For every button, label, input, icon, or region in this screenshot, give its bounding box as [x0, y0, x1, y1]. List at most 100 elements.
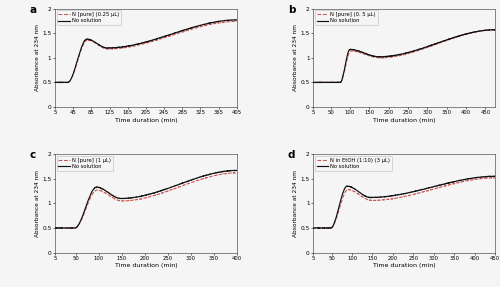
No solution: [194, 176, 200, 180]
N [pure] (0.25 μL): [194, 26, 200, 29]
Line: N [pure] (1 μL): N [pure] (1 μL): [55, 173, 237, 228]
X-axis label: Time duration (min): Time duration (min): [373, 118, 436, 123]
No solution: [319, 81, 325, 84]
No solution: [386, 55, 392, 58]
No solution: [56, 226, 62, 230]
Line: No solution: No solution: [55, 170, 237, 228]
N [pure] (0. 5 μL): [450, 36, 456, 40]
N in EtOH (1:10) (3 μL): [325, 226, 331, 230]
No solution: [234, 168, 239, 172]
N [pure] (0. 5 μL): [485, 28, 491, 32]
N [pure] (0.25 μL): [234, 20, 240, 23]
X-axis label: Time duration (min): Time duration (min): [373, 263, 436, 268]
Line: N in EtOH (1:10) (3 μL): N in EtOH (1:10) (3 μL): [313, 178, 495, 228]
N [pure] (0.25 μL): [177, 31, 183, 34]
Legend: N [pure] (1 μL), No solution: N [pure] (1 μL), No solution: [56, 156, 113, 171]
N [pure] (0. 5 μL): [312, 81, 318, 84]
N [pure] (0.25 μL): [52, 81, 58, 84]
No solution: [485, 175, 491, 178]
No solution: [450, 36, 456, 40]
N [pure] (0. 5 μL): [310, 80, 316, 84]
Y-axis label: Absorbance at 234 nm: Absorbance at 234 nm: [294, 170, 298, 237]
Y-axis label: Absorbance at 234 nm: Absorbance at 234 nm: [35, 170, 40, 237]
No solution: [126, 197, 132, 200]
Line: No solution: No solution: [313, 176, 495, 228]
No solution: [70, 71, 76, 74]
Text: c: c: [30, 150, 36, 160]
N [pure] (1 μL): [231, 171, 237, 174]
N in EtOH (1:10) (3 μL): [324, 226, 330, 230]
No solution: [52, 226, 58, 230]
N [pure] (0.25 μL): [234, 20, 239, 23]
No solution: [310, 226, 316, 230]
Line: No solution: No solution: [313, 30, 495, 83]
N in EtOH (1:10) (3 μL): [492, 176, 498, 180]
N [pure] (1 μL): [126, 199, 132, 202]
No solution: [485, 28, 491, 32]
No solution: [177, 30, 183, 33]
X-axis label: Time duration (min): Time duration (min): [114, 263, 177, 268]
No solution: [232, 18, 237, 22]
N [pure] (0. 5 μL): [386, 56, 392, 59]
N in EtOH (1:10) (3 μL): [485, 176, 491, 180]
No solution: [324, 81, 330, 84]
No solution: [356, 50, 362, 53]
No solution: [132, 196, 138, 199]
N [pure] (1 μL): [52, 226, 58, 230]
N [pure] (0.25 μL): [70, 71, 76, 75]
No solution: [492, 28, 498, 32]
No solution: [324, 226, 330, 230]
No solution: [324, 226, 330, 230]
N [pure] (0. 5 μL): [492, 28, 498, 32]
Text: d: d: [288, 150, 295, 160]
Legend: N [pure] (0. 5 μL), No solution: N [pure] (0. 5 μL), No solution: [315, 10, 378, 25]
N [pure] (0. 5 μL): [490, 28, 496, 31]
No solution: [234, 18, 240, 22]
N [pure] (1 μL): [70, 226, 76, 230]
N [pure] (1 μL): [132, 198, 138, 201]
N [pure] (1 μL): [177, 185, 183, 189]
N [pure] (0.25 μL): [64, 81, 70, 84]
Text: b: b: [288, 5, 295, 15]
Y-axis label: Absorbance at 234 nm: Absorbance at 234 nm: [35, 24, 40, 91]
N [pure] (1 μL): [234, 171, 240, 175]
X-axis label: Time duration (min): Time duration (min): [114, 118, 177, 123]
No solution: [319, 226, 325, 230]
N in EtOH (1:10) (3 μL): [490, 176, 496, 179]
N [pure] (0. 5 μL): [324, 81, 330, 84]
Legend: N in EtOH (1:10) (3 μL), No solution: N in EtOH (1:10) (3 μL), No solution: [315, 156, 392, 171]
No solution: [386, 195, 392, 198]
N [pure] (0.25 μL): [197, 25, 203, 29]
N [pure] (0. 5 μL): [356, 51, 362, 54]
Line: No solution: No solution: [55, 20, 237, 83]
N [pure] (0.25 μL): [132, 44, 138, 48]
N [pure] (0. 5 μL): [319, 81, 325, 84]
No solution: [491, 28, 497, 31]
Line: N [pure] (0. 5 μL): N [pure] (0. 5 μL): [313, 30, 495, 83]
No solution: [132, 43, 138, 46]
No solution: [197, 175, 203, 179]
N in EtOH (1:10) (3 μL): [450, 182, 456, 186]
N in EtOH (1:10) (3 μL): [319, 226, 325, 230]
No solution: [197, 24, 203, 27]
Line: N [pure] (0.25 μL): N [pure] (0.25 μL): [55, 21, 237, 83]
Y-axis label: Absorbance at 234 nm: Absorbance at 234 nm: [294, 24, 298, 91]
No solution: [57, 81, 63, 84]
No solution: [52, 80, 58, 84]
N [pure] (1 μL): [64, 226, 70, 230]
Legend: N [pure] (0.25 μL), No solution: N [pure] (0.25 μL), No solution: [56, 10, 122, 25]
N in EtOH (1:10) (3 μL): [356, 193, 362, 196]
N in EtOH (1:10) (3 μL): [386, 197, 392, 201]
No solution: [356, 191, 362, 194]
No solution: [310, 81, 316, 84]
No solution: [126, 44, 132, 48]
N [pure] (1 μL): [194, 179, 200, 182]
No solution: [450, 180, 456, 184]
No solution: [234, 169, 240, 172]
Text: a: a: [30, 5, 36, 15]
No solution: [70, 226, 76, 230]
No solution: [194, 24, 200, 28]
No solution: [492, 174, 498, 178]
N [pure] (1 μL): [197, 178, 203, 181]
No solution: [320, 81, 326, 84]
